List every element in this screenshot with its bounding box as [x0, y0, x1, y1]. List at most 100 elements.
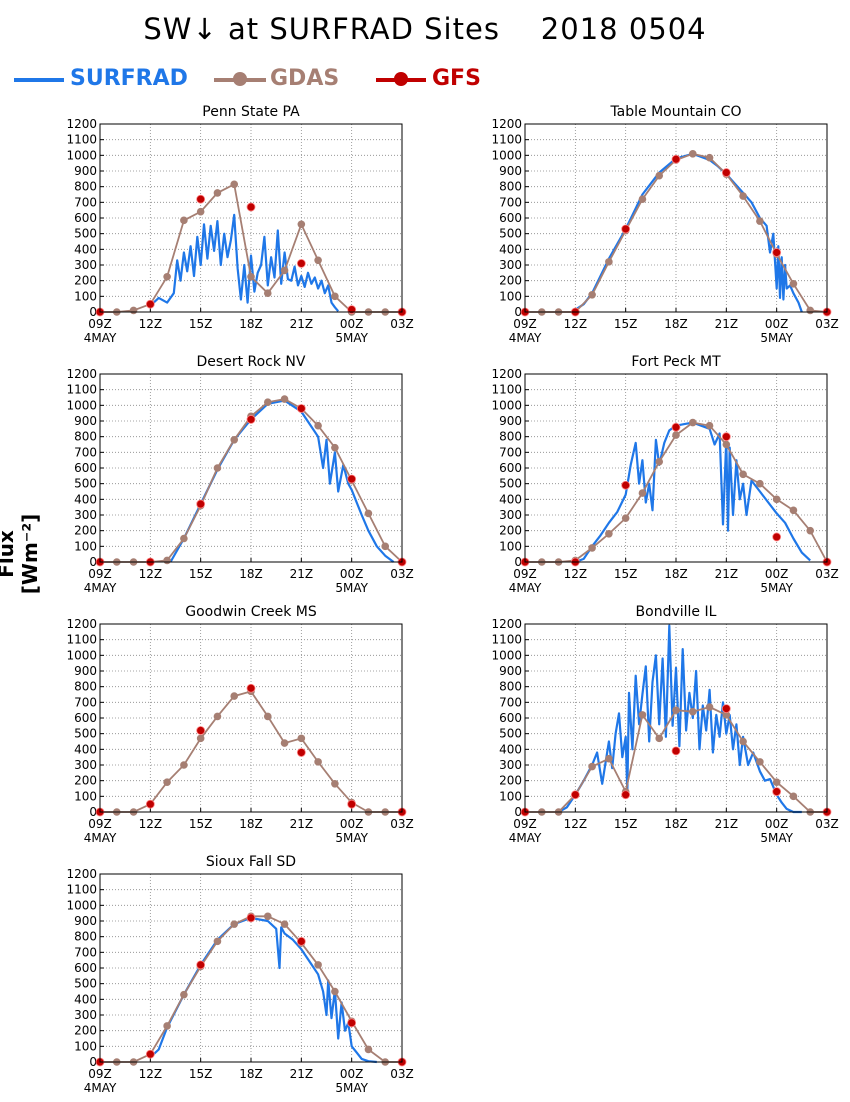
x-tick-label: 21Z — [715, 567, 739, 581]
data-point-gfs — [196, 960, 206, 970]
data-point-gdas — [688, 418, 697, 427]
data-point-gfs — [772, 532, 782, 542]
data-point-gdas — [263, 289, 272, 297]
x-date-label: 4MAY — [509, 331, 542, 345]
y-tick-label: 900 — [74, 164, 97, 178]
panel-title: Bondville IL — [636, 604, 717, 620]
data-point-gdas — [789, 506, 798, 515]
y-tick-label: 300 — [74, 758, 97, 772]
y-tick-label: 400 — [499, 742, 522, 756]
data-point-gdas — [705, 703, 714, 711]
data-point-gdas — [688, 707, 697, 716]
data-point-gfs — [621, 790, 631, 800]
series-line-gdas — [100, 915, 402, 1063]
x-tick-label: 12Z — [564, 817, 588, 831]
x-tick-label: 21Z — [290, 1067, 314, 1081]
x-tick-label: 03Z — [390, 817, 414, 831]
y-tick-label: 700 — [499, 445, 522, 459]
data-point-gdas — [280, 266, 289, 275]
data-point-gdas — [705, 421, 714, 430]
plot-frame — [524, 623, 828, 813]
x-tick-label: 00Z — [765, 317, 789, 331]
y-tick-label: 1200 — [491, 617, 522, 631]
plot-frame — [99, 873, 403, 1063]
data-point-gdas — [605, 530, 613, 538]
y-tick-label: 1200 — [491, 117, 522, 131]
data-point-gdas — [655, 171, 664, 180]
data-point-gdas — [180, 990, 188, 999]
data-point-gdas — [331, 443, 339, 452]
x-tick-label: 09Z — [513, 317, 537, 331]
panel-title: Desert Rock NV — [197, 354, 306, 370]
y-tick-label: 200 — [74, 274, 97, 288]
y-tick-label: 400 — [74, 992, 97, 1006]
panel-title: Sioux Fall SD — [206, 854, 296, 870]
y-tick-label: 100 — [74, 289, 97, 303]
y-tick-label: 1200 — [66, 617, 97, 631]
legend-label-gfs: GFS — [432, 66, 481, 91]
page-title: SW↓ at SURFRAD Sites 2018 0504 — [143, 12, 707, 46]
y-tick-label: 600 — [74, 961, 97, 975]
y-tick-label: 1000 — [66, 398, 97, 412]
x-tick-label: 03Z — [390, 317, 414, 331]
y-tick-label: 900 — [499, 164, 522, 178]
y-tick-label: 300 — [499, 508, 522, 522]
y-tick-label: 500 — [74, 977, 97, 991]
y-tick-label: 1200 — [66, 367, 97, 381]
y-tick-label: 300 — [499, 758, 522, 772]
y-tick-label: 300 — [499, 258, 522, 272]
y-tick-label: 200 — [74, 524, 97, 538]
y-tick-label: 1200 — [66, 867, 97, 881]
x-tick-label: 15Z — [189, 317, 213, 331]
x-tick-label: 21Z — [290, 817, 314, 831]
data-point-gfs — [196, 726, 206, 735]
data-point-gdas — [180, 216, 188, 225]
data-point-gdas — [163, 1022, 171, 1030]
data-point-gdas — [605, 258, 613, 266]
data-point-gfs — [296, 936, 306, 946]
x-tick-label: 00Z — [340, 1067, 364, 1081]
data-point-gdas — [381, 542, 390, 551]
y-tick-label: 1000 — [491, 398, 522, 412]
x-tick-label: 21Z — [715, 317, 739, 331]
x-date-label: 4MAY — [509, 581, 542, 595]
x-tick-label: 09Z — [513, 817, 537, 831]
x-tick-label: 09Z — [88, 817, 112, 831]
y-tick-label: 600 — [74, 461, 97, 475]
data-point-gfs — [145, 299, 155, 309]
panel-title: Penn State PA — [202, 104, 300, 120]
x-tick-label: 00Z — [765, 567, 789, 581]
data-point-gdas — [230, 180, 239, 189]
y-tick-label: 500 — [499, 477, 522, 491]
y-tick-label: 900 — [74, 914, 97, 928]
data-point-gdas — [722, 711, 731, 719]
x-tick-label: 09Z — [88, 1067, 112, 1081]
data-point-gdas — [263, 712, 272, 721]
y-tick-label: 100 — [74, 789, 97, 803]
data-point-gdas — [364, 1045, 373, 1054]
data-point-gfs — [246, 415, 256, 424]
y-tick-label: 500 — [499, 227, 522, 241]
data-point-gdas — [672, 431, 680, 439]
data-point-gdas — [263, 912, 272, 921]
data-point-gdas — [247, 272, 255, 281]
y-tick-label: 1100 — [66, 133, 97, 147]
x-tick-label: 15Z — [614, 567, 638, 581]
panel-title: Table Mountain CO — [609, 104, 741, 120]
data-point-gdas — [672, 706, 680, 714]
series-line-surfrad — [558, 624, 802, 814]
plot-frame — [99, 123, 403, 313]
x-tick-label: 15Z — [614, 317, 638, 331]
series-line-surfrad — [149, 916, 377, 1064]
data-point-gfs — [246, 202, 256, 212]
plot-frame — [524, 123, 828, 313]
y-tick-label: 200 — [74, 1024, 97, 1038]
data-point-gdas — [314, 256, 322, 265]
data-point-gdas — [722, 440, 731, 449]
x-tick-label: 03Z — [390, 1067, 414, 1081]
data-point-gdas — [314, 961, 322, 969]
data-point-gdas — [364, 509, 373, 518]
